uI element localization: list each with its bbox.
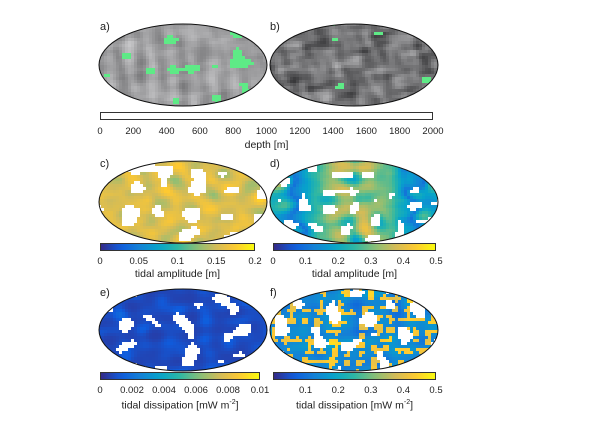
- colorbar-tick-label: 0.01: [250, 385, 270, 396]
- colorbar-tick-label: 0.008: [216, 385, 240, 396]
- amplitude-colorbar-d-label: tidal amplitude [m]: [311, 268, 398, 280]
- tidal-dissipation-map-f: [269, 288, 439, 372]
- amplitude-colorbar-d-ticks: 0 0.1 0.2 0.3 0.4 0.5: [270, 256, 442, 270]
- depth-map-a: [98, 23, 268, 107]
- depth-colorbar: [100, 112, 433, 120]
- colorbar-tick-label: 1000: [255, 126, 278, 137]
- colorbar-tick-label: 800: [225, 126, 242, 137]
- map-outline: [269, 288, 439, 372]
- panel-label-d: d): [270, 158, 280, 170]
- dissipation-colorbar-f: [273, 372, 436, 380]
- depth-colorbar-ticks: 0 200 400 600 800 1000 1200 1400 1600 1800 2000: [97, 126, 443, 140]
- colorbar-tick-label: 0: [270, 256, 276, 267]
- dissipation-colorbar-e-ticks: 0 0.002 0.004 0.006 0.008 0.01: [97, 385, 269, 399]
- panel-label-e: e): [100, 287, 110, 299]
- colorbar-tick-label: 0.4: [396, 385, 410, 396]
- colorbar-tick-label: 0.004: [152, 385, 176, 396]
- colorbar-tick-label: 1400: [322, 126, 344, 137]
- colorbar-tick-label: 0.5: [429, 256, 443, 267]
- colorbar-tick-label: 0.002: [120, 385, 144, 396]
- colorbar-tick-label: 0.3: [364, 385, 378, 396]
- colorbar-tick-label: 1200: [289, 126, 311, 137]
- tidal-amplitude-map-d: [269, 160, 439, 244]
- panel-label-f: f): [270, 287, 277, 299]
- amplitude-colorbar-c-ticks: 0 0.05 0.1 0.15 0.2: [97, 256, 261, 270]
- colorbar-tick-label: 0.5: [429, 385, 443, 396]
- colorbar-tick-label: 0.006: [184, 385, 208, 396]
- colorbar-tick-label: 2000: [422, 126, 444, 137]
- amplitude-colorbar-c-label: tidal amplitude [m]: [134, 268, 221, 280]
- colorbar-tick-label: 0.2: [248, 256, 262, 267]
- tidal-dissipation-map-e: [98, 288, 268, 372]
- colorbar-tick-label: 0.4: [396, 256, 410, 267]
- dissipation-colorbar-f-label: tidal dissipation [mW m-2]: [295, 399, 414, 412]
- dissipation-colorbar-e-label: tidal dissipation [mW m-2]: [121, 399, 239, 412]
- map-outline: [269, 23, 439, 107]
- depth-map-b: [269, 23, 439, 107]
- depth-colorbar-label: depth [m]: [244, 139, 289, 151]
- colorbar-tick-label: 600: [191, 126, 208, 137]
- colorbar-tick-label: 0.1: [298, 385, 313, 396]
- colorbar-tick-label: 200: [125, 126, 142, 137]
- panel-label-a: a): [100, 21, 110, 33]
- colorbar-tick-label: 400: [158, 126, 175, 137]
- map-outline: [98, 288, 268, 372]
- colorbar-tick-label: 0.05: [129, 256, 149, 267]
- colorbar-tick-label: 1800: [389, 126, 411, 137]
- panel-label-b: b): [270, 21, 280, 33]
- colorbar-tick-label: 0.1: [170, 256, 185, 267]
- colorbar-tick-label: 0: [97, 126, 103, 137]
- colorbar-tick-label: 1600: [355, 126, 377, 137]
- colorbar-tick-label: 0: [97, 385, 103, 396]
- amplitude-colorbar-c: [100, 243, 255, 251]
- dissipation-colorbar-e: [100, 372, 260, 380]
- colorbar-tick-label: 0.2: [331, 385, 345, 396]
- amplitude-colorbar-d: [273, 243, 436, 251]
- colorbar-tick-label: 0.3: [364, 256, 378, 267]
- dissipation-colorbar-f-ticks: 0.1 0.2 0.3 0.4 0.5: [273, 385, 443, 399]
- colorbar-tick-label: 0.15: [207, 256, 226, 267]
- colorbar-tick-label: 0.2: [331, 256, 345, 267]
- colorbar-tick-label: 0.1: [298, 256, 313, 267]
- map-outline: [98, 23, 268, 107]
- tidal-amplitude-map-c: [98, 160, 268, 244]
- colorbar-tick-label: 0: [97, 256, 103, 267]
- panel-label-c: c): [100, 158, 110, 170]
